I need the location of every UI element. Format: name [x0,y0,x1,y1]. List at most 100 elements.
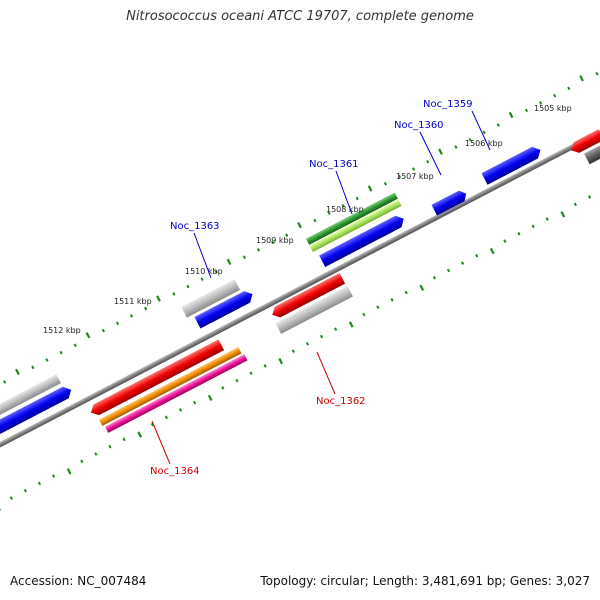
minor-tick [383,181,388,186]
minor-tick [362,312,366,317]
minor-tick [446,268,451,273]
minor-tick [108,444,112,449]
gene-reverse-red-far-right [571,129,600,153]
gene-forward-blue-far-left [0,386,72,456]
minor-tick [468,137,472,142]
gene-label-leaders [151,110,491,465]
minor-tick [285,233,289,237]
minor-tick [327,211,331,215]
gene-forward-grey-far-left [0,374,61,432]
minor-tick [305,342,310,346]
minor-tick [256,248,261,252]
gene-label-noc1361[interactable]: Noc_1361 [309,159,359,170]
minor-tick [23,488,27,493]
minor-tick [164,415,168,420]
minor-tick [45,358,49,362]
major-tick [367,185,373,192]
gene-forward-grey-noc1363 [181,279,241,318]
minor-tick [313,218,317,223]
major-tick [0,504,2,512]
major-tick [226,258,232,265]
minor-tick [31,365,35,370]
minor-tick [129,314,134,318]
leader-line-noc1363 [193,232,212,279]
minor-tick [94,452,98,456]
minor-tick [193,400,197,405]
minor-tick [150,422,154,427]
minor-tick [567,86,571,91]
gene-forward-blue-noc1359 [481,146,541,185]
minor-tick [115,321,120,326]
gene-label-noc1363[interactable]: Noc_1363 [170,221,220,232]
minor-tick [186,284,190,289]
gene-forward-blue-noc1361 [319,215,404,268]
minor-tick [587,195,592,199]
major-tick [156,295,161,302]
minor-tick [376,305,380,309]
minor-tick [355,196,359,201]
minor-tick [475,253,479,258]
gene-reverse-magenta-noc1364 [105,354,248,433]
gene-reverse-orange-noc1364 [99,347,242,426]
minor-tick [573,202,577,207]
major-tick [278,358,284,365]
gene-reverse-red-noc1362 [272,273,346,318]
gene-reverse-darkgrey-far-right [584,135,600,165]
topology-text: Topology: circular; Length: 3,481,691 bp… [260,574,590,588]
minor-tick [291,349,295,354]
major-tick [508,111,514,119]
minor-tick [122,437,126,442]
gene-label-noc1359[interactable]: Noc_1359 [423,99,473,110]
major-tick [297,221,302,229]
minor-tick [517,231,521,236]
leader-line-noc1359 [471,110,491,151]
accession-text: Accession: NC_007484 [10,574,147,588]
kbp-label-1508: 1508 kbp [326,205,364,214]
gene-forward-blue-noc1360 [431,190,467,216]
minor-tick [172,292,176,296]
gene-forward-blue-noc1363 [194,291,253,329]
forward-strand-genes [0,146,541,456]
minor-tick [37,481,42,486]
kbp-label-1509: 1509 kbp [256,236,294,245]
minor-tick [271,240,275,245]
gene-reverse-grey-noc1362 [275,285,353,334]
minor-tick [531,224,535,229]
minor-tick [214,270,218,274]
minor-tick [390,298,394,302]
minor-tick [334,327,338,331]
minor-tick [432,276,436,280]
kbp-label-1511: 1511 kbp [114,297,152,306]
minor-tick [80,459,84,464]
gene-label-noc1360[interactable]: Noc_1360 [394,120,444,131]
minor-tick [545,217,549,221]
minor-tick [59,350,63,355]
gene-label-noc1364[interactable]: Noc_1364 [150,466,200,477]
minor-tick [538,101,543,105]
major-tick [438,148,443,155]
minor-tick [412,167,416,171]
leader-line-noc1360 [419,131,442,176]
minor-tick [73,343,77,348]
leader-line-noc1362 [316,351,336,395]
major-tick [348,321,354,328]
major-tick [579,75,584,82]
major-tick [66,468,72,475]
major-tick [489,247,495,255]
minor-tick [595,71,599,76]
tick-track-inner [0,195,592,512]
gene-label-noc1362[interactable]: Noc_1362 [316,396,366,407]
minor-tick [242,255,246,259]
major-tick [85,332,91,339]
minor-tick [200,277,204,282]
major-tick [15,368,20,376]
genome-backbone [0,110,600,467]
major-tick [560,211,566,218]
leader-line-noc1361 [335,170,353,215]
kbp-label-1507: 1507 kbp [396,172,434,181]
minor-tick [3,380,7,384]
major-tick [207,394,213,402]
minor-tick [249,371,253,376]
minor-tick [9,496,13,500]
